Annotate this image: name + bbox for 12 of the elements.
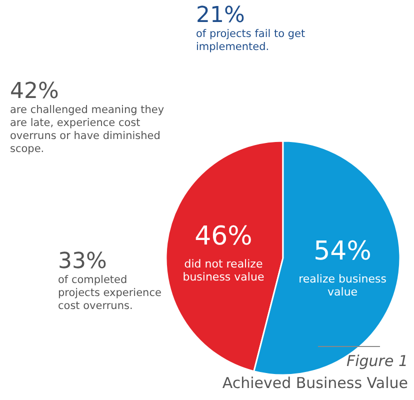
text: Achieved Business Value xyxy=(221,374,408,392)
text: 21% xyxy=(196,3,246,28)
text: 33% xyxy=(58,249,108,274)
text: Figure 1 xyxy=(345,352,408,370)
slice-label: did not realize business value xyxy=(182,257,264,284)
data-label: 54% xyxy=(314,236,372,267)
text: of projects fail to get implemented. xyxy=(196,28,306,54)
slice-label: realize business value xyxy=(298,272,387,299)
data-label: 46% xyxy=(194,221,252,252)
text: of completed projects experience cost overruns. xyxy=(58,274,162,313)
text: are challenged meaning they are late, experience cost overruns or have diminished scope. xyxy=(10,104,166,156)
text: 42% xyxy=(10,79,60,104)
